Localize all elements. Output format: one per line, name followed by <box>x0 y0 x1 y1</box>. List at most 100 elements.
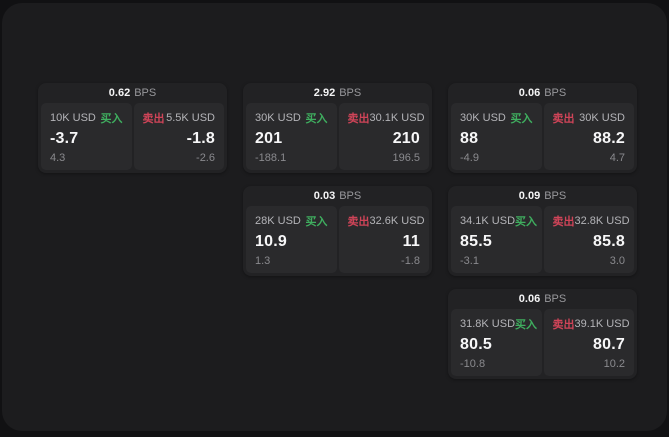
sell-label: 卖出 <box>552 216 575 228</box>
card-body: 30K USD 买入 201 -188.1 卖出 30.1K USD 210 1… <box>246 103 429 170</box>
sell-panel[interactable]: 卖出 30.1K USD 210 196.5 <box>338 103 429 170</box>
buy-change: 1.3 <box>255 255 271 267</box>
buy-label: 买入 <box>510 113 533 125</box>
buy-panel[interactable]: 30K USD 买入 88 -4.9 <box>451 103 542 170</box>
bps-value: 0.06 <box>518 293 541 305</box>
quote-card: 0.03 BPS 28K USD 买入 10.9 1.3 卖出 32.6K US… <box>243 186 432 276</box>
sell-panel[interactable]: 卖出 30K USD 88.2 4.7 <box>543 103 634 170</box>
buy-panel-top-row: 34.1K USD 买入 <box>460 213 537 229</box>
quote-card: 0.06 BPS 31.8K USD 买入 80.5 -10.8 卖出 39.1… <box>448 289 637 379</box>
buy-amount: 34.1K USD <box>460 215 516 227</box>
quote-card: 0.62 BPS 10K USD 买入 -3.7 4.3 卖出 5.5K USD… <box>38 83 227 173</box>
sell-amount: 32.6K USD <box>369 215 425 227</box>
card-bps-header: 0.62 BPS <box>41 83 224 103</box>
card-body: 34.1K USD 买入 85.5 -3.1 卖出 32.8K USD 85.8… <box>451 206 634 273</box>
sell-amount: 30.1K USD <box>369 112 425 124</box>
card-bps-header: 0.03 BPS <box>246 186 429 206</box>
card-bps-header: 0.06 BPS <box>451 83 634 103</box>
bps-unit-label: BPS <box>544 190 567 202</box>
buy-panel[interactable]: 34.1K USD 买入 85.5 -3.1 <box>451 206 542 273</box>
sell-label: 卖出 <box>347 113 370 125</box>
bps-unit-label: BPS <box>544 87 567 99</box>
buy-panel[interactable]: 30K USD 买入 201 -188.1 <box>246 103 337 170</box>
sell-price: 11 <box>402 233 420 251</box>
buy-price: 88 <box>460 130 479 148</box>
quote-card: 0.06 BPS 30K USD 买入 88 -4.9 卖出 30K USD 8… <box>448 83 637 173</box>
buy-panel[interactable]: 31.8K USD 买入 80.5 -10.8 <box>451 309 542 376</box>
buy-change: -3.1 <box>460 255 479 267</box>
sell-panel-top-row: 卖出 30.1K USD <box>347 110 425 126</box>
buy-amount: 31.8K USD <box>460 318 516 330</box>
buy-amount: 28K USD <box>255 215 301 227</box>
sell-change: 196.5 <box>392 152 420 164</box>
sell-price: 88.2 <box>593 130 625 148</box>
buy-label: 买入 <box>515 319 538 331</box>
buy-label: 买入 <box>100 113 123 125</box>
buy-amount: 30K USD <box>255 112 301 124</box>
buy-change: -4.9 <box>460 152 479 164</box>
card-bps-header: 0.09 BPS <box>451 186 634 206</box>
sell-amount: 30K USD <box>579 112 625 124</box>
quote-cards-grid: 0.62 BPS 10K USD 买入 -3.7 4.3 卖出 5.5K USD… <box>38 83 637 379</box>
quote-card: 2.92 BPS 30K USD 买入 201 -188.1 卖出 30.1K … <box>243 83 432 173</box>
sell-amount: 5.5K USD <box>166 112 215 124</box>
bps-value: 2.92 <box>313 87 336 99</box>
sell-panel-top-row: 卖出 30K USD <box>553 110 626 126</box>
bps-unit-label: BPS <box>544 293 567 305</box>
card-bps-header: 0.06 BPS <box>451 289 634 309</box>
sell-label: 卖出 <box>347 216 370 228</box>
quote-card: 0.09 BPS 34.1K USD 买入 85.5 -3.1 卖出 32.8K… <box>448 186 637 276</box>
buy-change: -188.1 <box>255 152 287 164</box>
bps-unit-label: BPS <box>339 190 362 202</box>
sell-price: 80.7 <box>593 336 625 354</box>
sell-panel[interactable]: 卖出 39.1K USD 80.7 10.2 <box>543 309 634 376</box>
buy-panel[interactable]: 10K USD 买入 -3.7 4.3 <box>41 103 132 170</box>
sell-change: 3.0 <box>609 255 625 267</box>
card-body: 28K USD 买入 10.9 1.3 卖出 32.6K USD 11 -1.8 <box>246 206 429 273</box>
bps-unit-label: BPS <box>339 87 362 99</box>
sell-price: 210 <box>392 130 420 148</box>
buy-panel-top-row: 30K USD 买入 <box>460 110 533 126</box>
sell-change: -1.8 <box>401 255 420 267</box>
card-body: 31.8K USD 买入 80.5 -10.8 卖出 39.1K USD 80.… <box>451 309 634 376</box>
sell-panel-top-row: 卖出 32.6K USD <box>347 213 425 229</box>
sell-label: 卖出 <box>142 113 165 125</box>
bps-value: 0.06 <box>518 87 541 99</box>
card-body: 30K USD 买入 88 -4.9 卖出 30K USD 88.2 4.7 <box>451 103 634 170</box>
buy-label: 买入 <box>305 216 328 228</box>
bps-unit-label: BPS <box>134 87 157 99</box>
buy-panel[interactable]: 28K USD 买入 10.9 1.3 <box>246 206 337 273</box>
sell-panel-top-row: 卖出 39.1K USD <box>552 316 630 332</box>
buy-price: 201 <box>255 130 283 148</box>
bps-value: 0.03 <box>313 190 336 202</box>
sell-price: -1.8 <box>186 130 215 148</box>
card-body: 10K USD 买入 -3.7 4.3 卖出 5.5K USD -1.8 -2.… <box>41 103 224 170</box>
sell-price: 85.8 <box>593 233 625 251</box>
buy-price: 10.9 <box>255 233 287 251</box>
sell-panel-top-row: 卖出 32.8K USD <box>552 213 630 229</box>
buy-amount: 30K USD <box>460 112 506 124</box>
bps-value: 0.62 <box>108 87 131 99</box>
buy-label: 买入 <box>515 216 538 228</box>
card-bps-header: 2.92 BPS <box>246 83 429 103</box>
sell-panel[interactable]: 卖出 32.6K USD 11 -1.8 <box>338 206 429 273</box>
buy-change: -10.8 <box>460 358 486 370</box>
sell-panel[interactable]: 卖出 5.5K USD -1.8 -2.6 <box>133 103 224 170</box>
buy-panel-top-row: 31.8K USD 买入 <box>460 316 537 332</box>
sell-change: 10.2 <box>603 358 625 370</box>
sell-label: 卖出 <box>552 319 575 331</box>
buy-price: -3.7 <box>50 130 79 148</box>
bps-value: 0.09 <box>518 190 541 202</box>
sell-change: 4.7 <box>609 152 625 164</box>
sell-panel[interactable]: 卖出 32.8K USD 85.8 3.0 <box>543 206 634 273</box>
buy-panel-top-row: 28K USD 买入 <box>255 213 328 229</box>
buy-panel-top-row: 10K USD 买入 <box>50 110 123 126</box>
buy-amount: 10K USD <box>50 112 96 124</box>
buy-label: 买入 <box>305 113 328 125</box>
buy-price: 80.5 <box>460 336 492 354</box>
sell-panel-top-row: 卖出 5.5K USD <box>143 110 216 126</box>
sell-amount: 39.1K USD <box>574 318 630 330</box>
buy-change: 4.3 <box>50 152 66 164</box>
sell-amount: 32.8K USD <box>574 215 630 227</box>
sell-label: 卖出 <box>552 113 575 125</box>
